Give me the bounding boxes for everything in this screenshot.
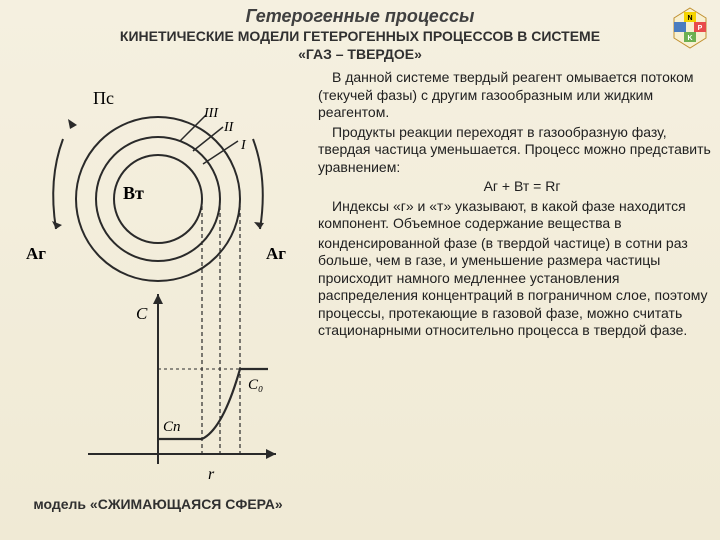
right-column: В данной системе твердый реагент омывает…	[308, 69, 712, 512]
para-1: В данной системе твердый реагент омывает…	[318, 69, 712, 122]
label-i: I	[240, 138, 247, 153]
diagram-svg: Пс Вт Аг Аг I II III С С₀ Сп r	[8, 69, 308, 489]
svg-text:N: N	[687, 15, 692, 22]
label-ag-left: Аг	[26, 244, 46, 263]
para-4: конденсированной фазе (в твердой частице…	[318, 235, 712, 340]
para-2: Продукты реакции переходят в газообразну…	[318, 124, 712, 177]
label-iii: III	[203, 106, 219, 121]
label-r: r	[208, 466, 215, 483]
logo-badge: N P K	[666, 4, 714, 52]
equation: Аг + Вт = Rг	[318, 178, 712, 196]
title-sub-1: КИНЕТИЧЕСКИЕ МОДЕЛИ ГЕТЕРОГЕННЫХ ПРОЦЕСС…	[10, 27, 710, 45]
label-c0: С₀	[248, 377, 263, 393]
label-ag-right: Аг	[266, 244, 286, 263]
label-pc: Пс	[93, 88, 114, 108]
title-sub-2: «ГАЗ – ТВЕРДОЕ»	[10, 45, 710, 63]
svg-text:K: K	[687, 35, 692, 42]
para-3: Индексы «г» и «т» указывают, в какой фаз…	[318, 198, 712, 233]
header: Гетерогенные процессы КИНЕТИЧЕСКИЕ МОДЕЛ…	[0, 0, 720, 65]
label-c: С	[136, 304, 148, 323]
label-ii: II	[223, 120, 235, 135]
title-main: Гетерогенные процессы	[10, 6, 710, 27]
left-column: Пс Вт Аг Аг I II III С С₀ Сп r модель «С…	[8, 69, 308, 512]
diagram-caption: модель «СЖИМАЮЩАЯСЯ СФЕРА»	[8, 496, 308, 512]
label-bt: Вт	[123, 183, 144, 203]
label-cp: Сп	[163, 419, 181, 435]
svg-text:P: P	[698, 25, 703, 32]
content: Пс Вт Аг Аг I II III С С₀ Сп r модель «С…	[0, 65, 720, 512]
